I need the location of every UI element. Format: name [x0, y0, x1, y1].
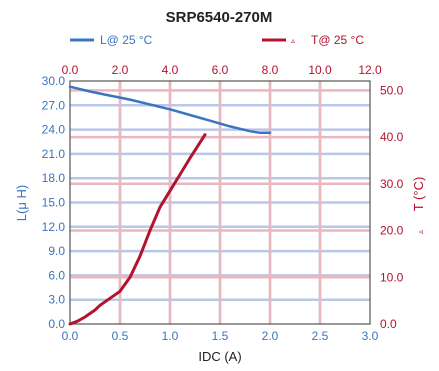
x-tick-label: 1.5 — [212, 329, 229, 343]
y-right-tick-label: 50.0 — [380, 83, 404, 97]
y-tick-label: 0.0 — [48, 317, 65, 331]
y-right-tick-label: 10.0 — [380, 270, 404, 284]
y-tick-label: 21.0 — [42, 147, 66, 161]
y-tick-label: 6.0 — [48, 268, 65, 282]
y-right-axis-marker: ▵ — [416, 230, 425, 234]
x-tick-label: 2.5 — [312, 329, 329, 343]
x-top-tick-label: 8.0 — [262, 63, 279, 77]
y-tick-label: 12.0 — [42, 220, 66, 234]
legend-label-inductance: L@ 25 °C — [100, 33, 153, 47]
legend: L@ 25 °C ▵ T@ 25 °C — [70, 33, 364, 47]
x-top-tick-label: 4.0 — [162, 63, 179, 77]
y-tick-label: 9.0 — [48, 244, 65, 258]
x-top-tick-label: 2.0 — [112, 63, 129, 77]
x-top-tick-label: 6.0 — [212, 63, 229, 77]
x-tick-label: 2.0 — [262, 329, 279, 343]
series-lines — [68, 85, 272, 326]
x-axis-ticks: 0.0 0.5 1.0 1.5 2.0 2.5 3.0 — [62, 329, 379, 343]
y-right-tick-label: 40.0 — [380, 130, 404, 144]
x-top-tick-label: 10.0 — [308, 63, 332, 77]
y-right-tick-label: 30.0 — [380, 177, 404, 191]
grid — [70, 81, 370, 324]
x-top-tick-label: 0.0 — [62, 63, 79, 77]
x-axis-label: IDC (A) — [198, 349, 241, 364]
legend-label-temperature: T@ 25 °C — [311, 33, 364, 47]
y-tick-label: 15.0 — [42, 196, 66, 210]
plot-frame — [69, 80, 371, 325]
y-tick-label: 3.0 — [48, 293, 65, 307]
y-tick-label: 30.0 — [42, 74, 66, 88]
x-top-tick-label: 12.0 — [358, 63, 382, 77]
chart-title: SRP6540-270M — [166, 9, 273, 26]
x-top-axis-ticks: 0.0 2.0 4.0 6.0 8.0 10.0 12.0 — [62, 63, 382, 77]
legend-marker-temperature: ▵ — [291, 36, 295, 45]
y-right-axis-label: T (°C) — [411, 177, 426, 212]
x-tick-label: 3.0 — [362, 329, 379, 343]
y-right-axis-ticks: 0.0 10.0 20.0 30.0 40.0 50.0 — [380, 83, 404, 331]
y-axis-label: L(μ H) — [14, 185, 29, 221]
series-line-temperature — [68, 133, 207, 326]
y-right-tick-label: 20.0 — [380, 224, 404, 238]
y-tick-label: 24.0 — [42, 123, 66, 137]
x-tick-label: 0.5 — [112, 329, 129, 343]
series-line-inductance — [68, 85, 272, 135]
y-right-tick-label: 0.0 — [380, 317, 397, 331]
y-axis-ticks: 0.0 3.0 6.0 9.0 12.0 15.0 18.0 21.0 24.0 27.0 30.0 — [42, 74, 66, 331]
x-tick-label: 0.0 — [62, 329, 79, 343]
y-tick-label: 27.0 — [42, 98, 66, 112]
x-tick-label: 1.0 — [162, 329, 179, 343]
y-tick-label: 18.0 — [42, 171, 66, 185]
